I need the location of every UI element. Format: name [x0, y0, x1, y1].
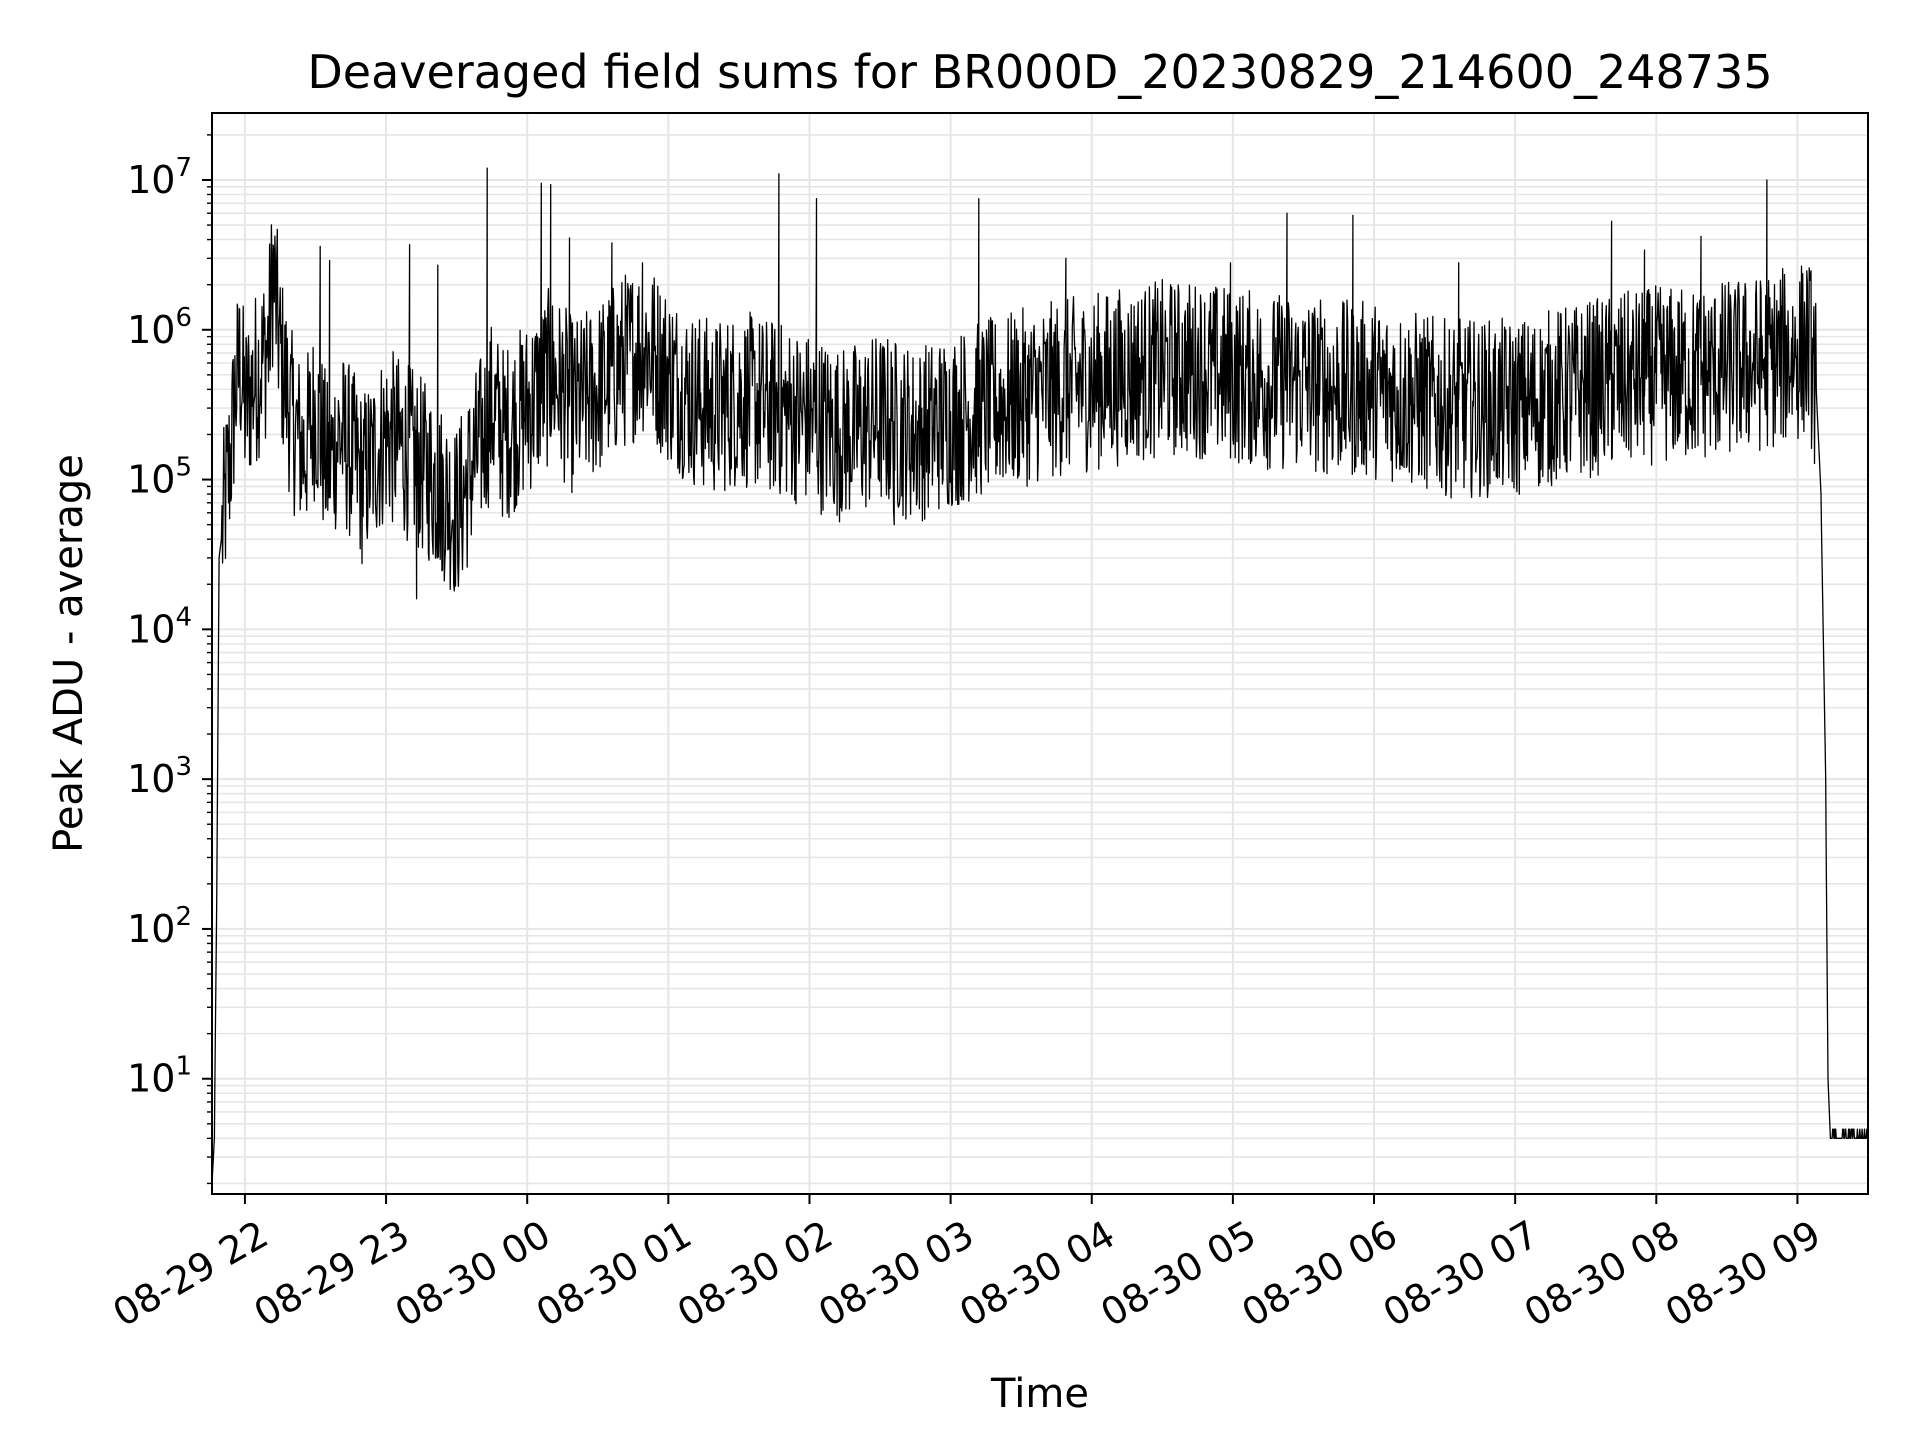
y-tick-base: 10 — [127, 158, 175, 202]
chart-title: Deaveraged field sums for BR000D_2023082… — [307, 45, 1772, 99]
y-tick-exponent: 1 — [175, 1052, 192, 1082]
y-tick-exponent: 3 — [175, 752, 192, 782]
series-layer — [211, 167, 1869, 1184]
series-line — [211, 167, 1869, 1184]
y-tick-exponent: 7 — [175, 153, 192, 183]
y-tick-exponent: 5 — [175, 453, 192, 483]
y-tick-base: 10 — [127, 757, 175, 801]
y-tick-exponent: 6 — [175, 303, 192, 333]
y-tick-base: 10 — [127, 458, 175, 502]
y-axis-label: Peak ADU - average — [46, 454, 92, 853]
y-tick-base: 10 — [127, 907, 175, 951]
y-tick-label: 107 — [127, 153, 192, 202]
y-tick-base: 10 — [127, 1057, 175, 1101]
y-tick-exponent: 2 — [175, 902, 192, 932]
y-tick-base: 10 — [127, 308, 175, 352]
grid — [212, 113, 1868, 1194]
y-tick-label: 106 — [127, 303, 192, 352]
y-tick-label: 101 — [127, 1052, 192, 1101]
y-tick-base: 10 — [127, 607, 175, 651]
y-tick-label: 103 — [127, 752, 192, 801]
x-axis-label: Time — [990, 1371, 1089, 1417]
plot-frame — [211, 112, 1869, 1195]
y-tick-label: 104 — [127, 602, 192, 651]
y-tick-label: 102 — [127, 902, 192, 951]
y-tick-exponent: 4 — [175, 602, 192, 632]
y-tick-label: 105 — [127, 453, 192, 502]
